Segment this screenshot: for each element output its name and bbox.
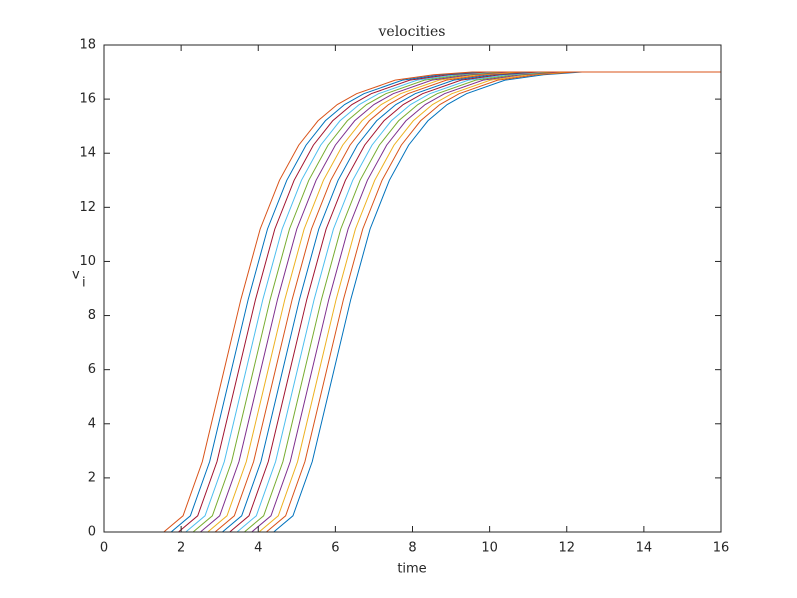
data-line	[104, 71, 721, 533]
y-tick-label: 6	[88, 362, 96, 377]
x-tick-label: 0	[100, 541, 108, 556]
data-line	[104, 71, 721, 533]
data-line	[104, 71, 721, 533]
data-line	[104, 71, 721, 533]
y-tick-label: 16	[79, 92, 96, 107]
x-tick-label: 16	[713, 541, 730, 556]
y-axis-label: v	[72, 268, 80, 283]
y-tick-label: 10	[79, 254, 96, 269]
x-tick-label: 12	[558, 541, 575, 556]
data-line	[104, 71, 721, 533]
x-tick-label: 14	[636, 541, 653, 556]
data-line	[104, 71, 721, 533]
data-line	[104, 71, 721, 533]
chart-title: velocities	[378, 24, 446, 40]
x-tick-label: 4	[254, 541, 262, 556]
y-tick-label: 18	[79, 38, 96, 53]
y-tick-label: 12	[79, 200, 96, 215]
axes-box	[103, 44, 722, 533]
data-line	[104, 71, 721, 533]
x-axis-label: time	[397, 562, 426, 577]
y-tick-label: 14	[79, 146, 96, 161]
x-tick-label: 10	[481, 541, 498, 556]
data-line	[104, 71, 721, 533]
data-line	[104, 71, 721, 533]
y-tick-label: 2	[88, 470, 96, 485]
data-line	[104, 71, 721, 533]
y-tick-label: 0	[88, 525, 96, 540]
data-line	[104, 71, 721, 533]
data-line	[104, 71, 721, 533]
data-line	[104, 71, 721, 533]
y-tick-label: 8	[88, 308, 96, 323]
data-line	[104, 71, 721, 533]
x-tick-label: 8	[408, 541, 416, 556]
y-axis-label-subscript: i	[82, 276, 86, 291]
x-tick-label: 6	[331, 541, 339, 556]
data-line	[104, 71, 721, 533]
x-tick-label: 2	[177, 541, 185, 556]
y-tick-label: 4	[88, 416, 96, 431]
